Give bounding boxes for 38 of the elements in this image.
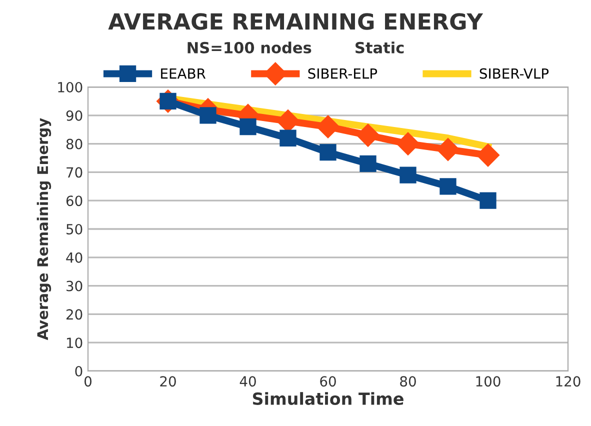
y-tick-label: 20	[66, 309, 82, 320]
point	[360, 155, 376, 172]
point	[316, 115, 340, 138]
y-tick-label: 10	[66, 338, 82, 348]
point	[396, 132, 420, 156]
point	[356, 124, 380, 147]
y-tick-label: 60	[66, 196, 82, 206]
y-axis-title: Average Remaining Energy	[36, 118, 52, 340]
x-tick-label: 0	[84, 376, 92, 387]
point	[240, 118, 256, 136]
point	[400, 166, 416, 184]
point	[280, 130, 296, 146]
point	[320, 144, 336, 161]
point	[480, 192, 496, 209]
x-tick-label: 80	[400, 376, 416, 387]
y-tick-label: 30	[66, 280, 82, 292]
x-tick-label: 100	[476, 376, 500, 387]
y-tick-label: 40	[66, 252, 82, 263]
legend-label: SIBER-VLP	[480, 68, 549, 79]
x-axis-title: Simulation Time	[252, 392, 404, 405]
legend-label: EEABR	[161, 68, 206, 79]
x-tick-label: 60	[320, 376, 336, 387]
point	[476, 144, 500, 167]
x-tick-label: 20	[160, 376, 176, 387]
chart-subtitle: NS=100 nodes Static	[188, 42, 404, 54]
x-tick-label: 120	[556, 376, 580, 387]
y-tick-label: 80	[66, 138, 82, 150]
y-tick-label: 0	[75, 366, 82, 376]
point	[436, 138, 460, 161]
point	[440, 178, 456, 195]
point	[200, 107, 216, 124]
y-tick-label: 70	[66, 167, 82, 178]
chart-title: AVERAGE REMAINING ENERGY	[108, 13, 484, 30]
legend-label: SIBER-ELP	[308, 68, 378, 79]
x-tick-label: 40	[240, 376, 256, 387]
y-tick-label: 90	[66, 110, 82, 121]
y-tick-label: 100	[58, 82, 82, 92]
y-tick-label: 50	[66, 224, 82, 234]
